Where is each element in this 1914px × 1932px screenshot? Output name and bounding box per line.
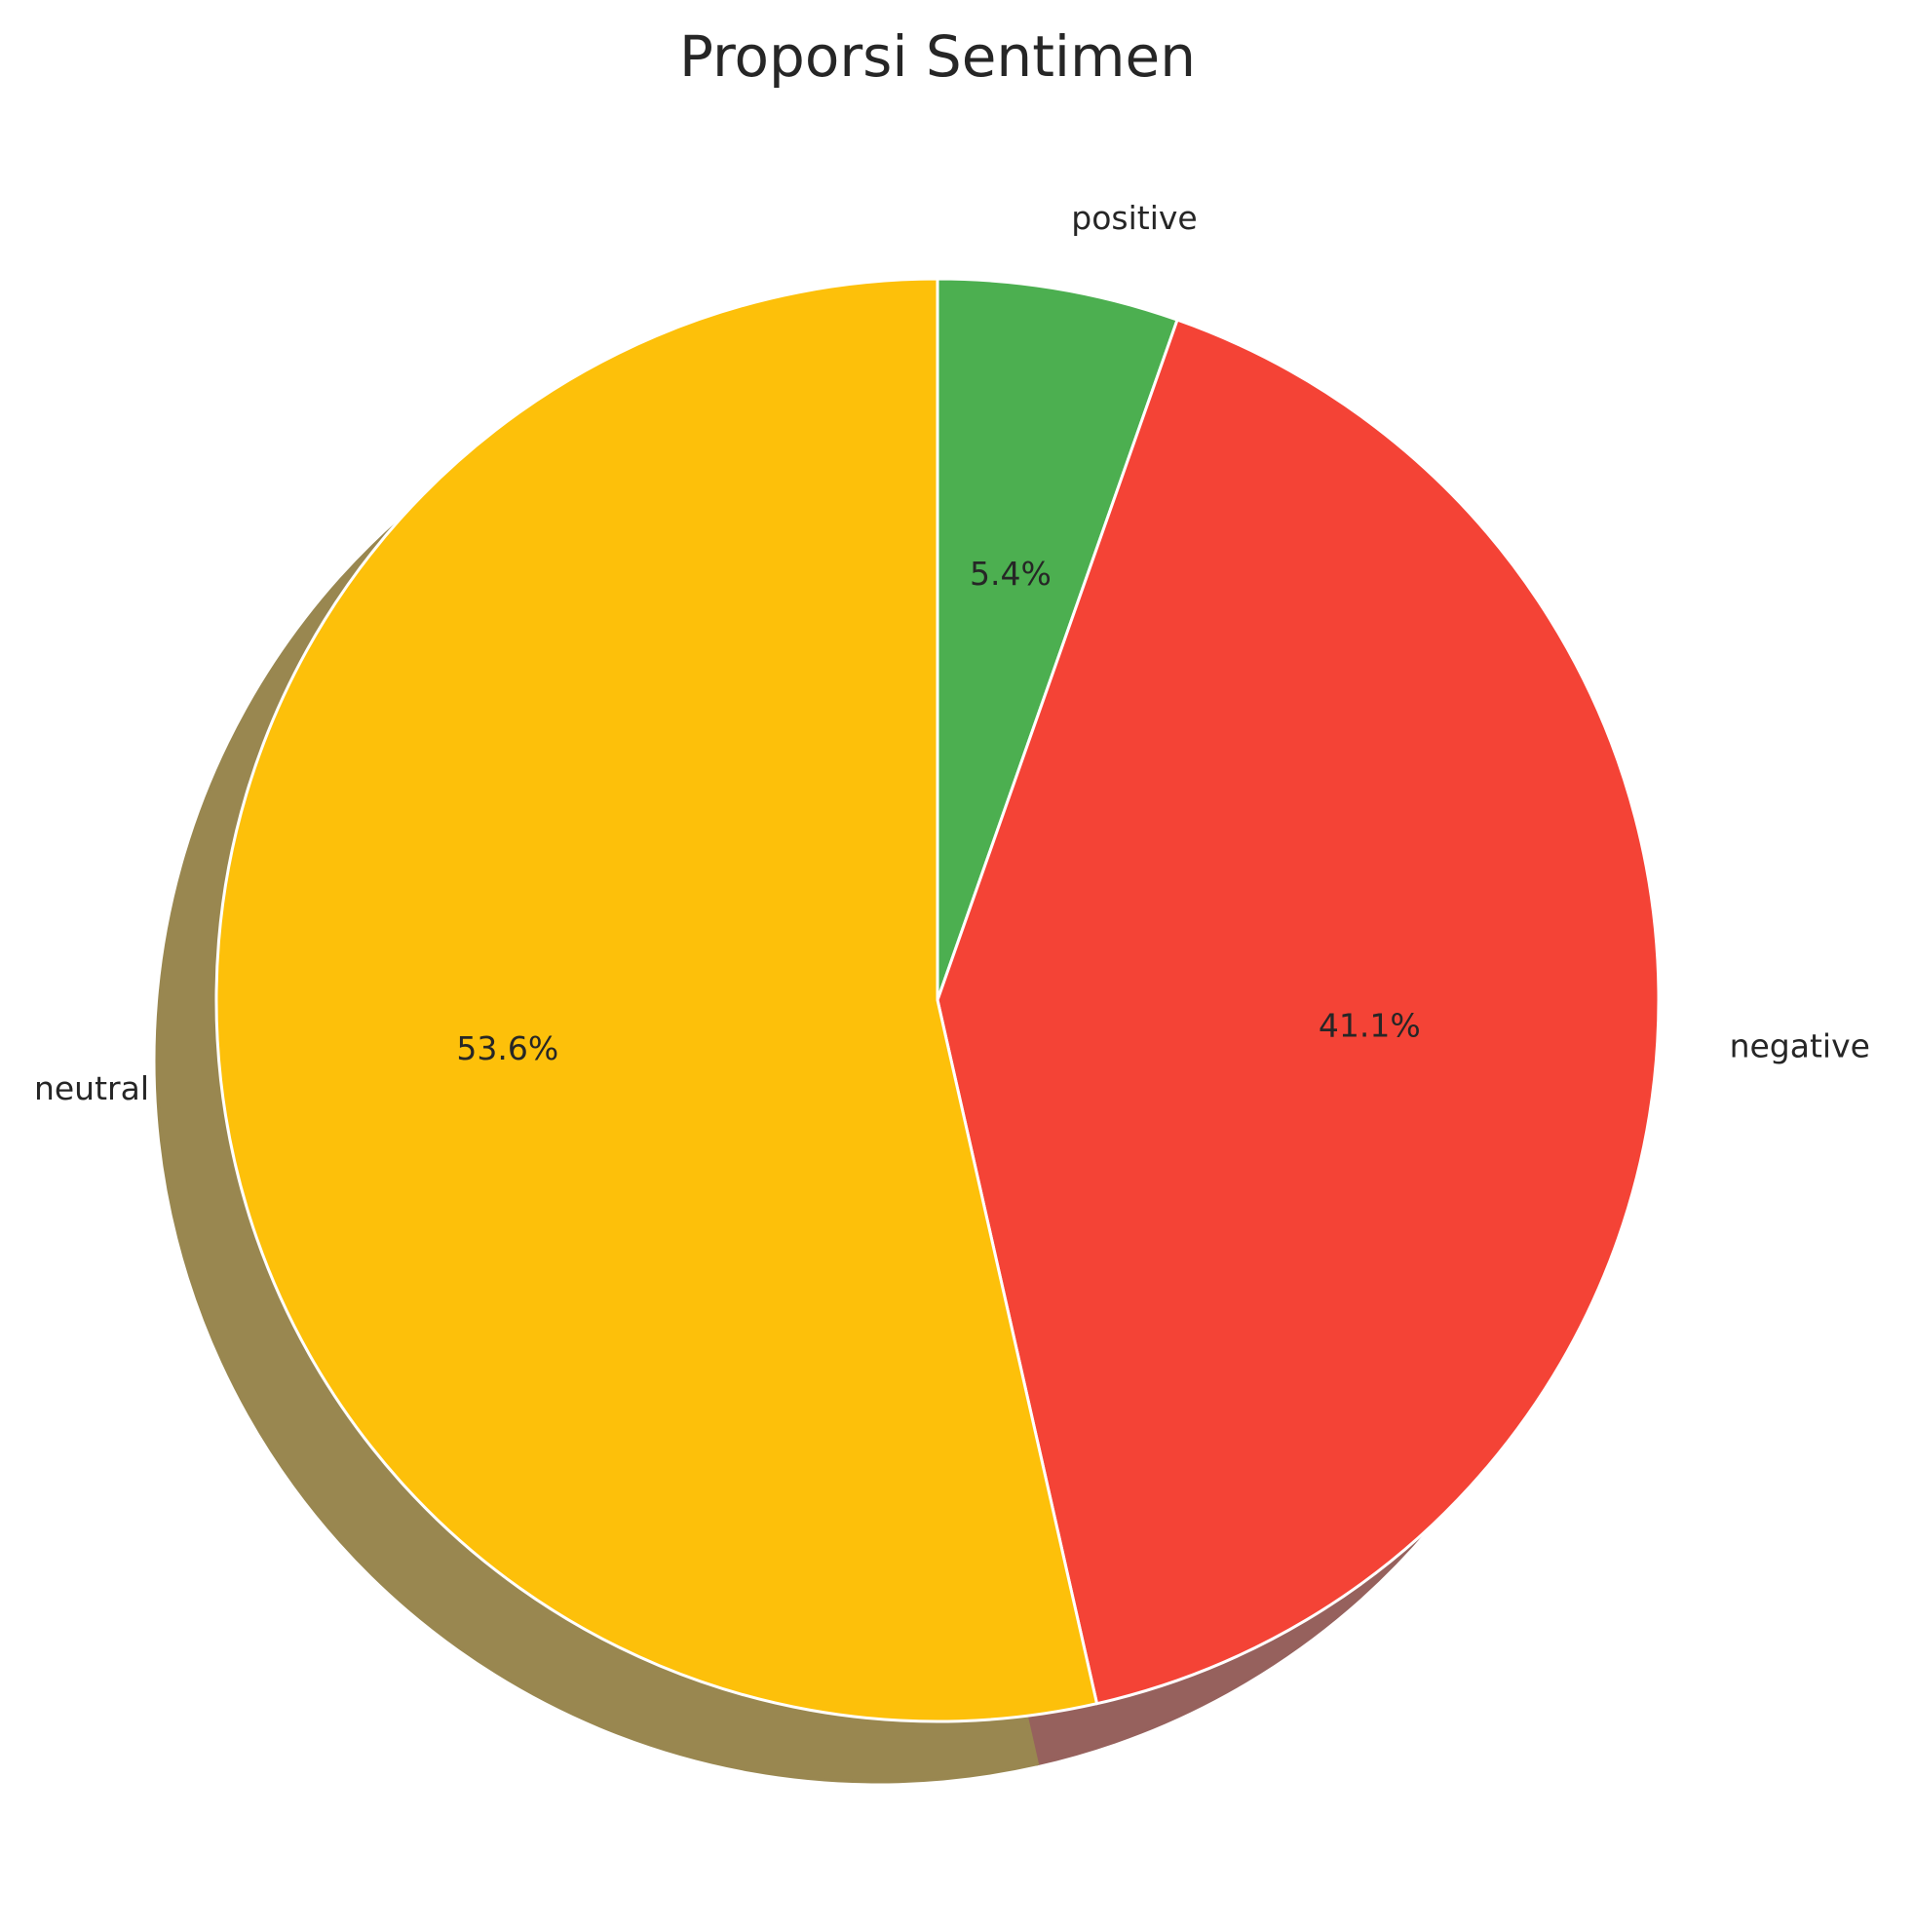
slice-label-negative: negative (1730, 1027, 1870, 1065)
pie-labels: positive 5.4% negative 41.1% neutral 53.6% (34, 199, 1870, 1107)
pie-slices (214, 277, 1661, 1723)
slice-pct-neutral: 53.6% (456, 1029, 558, 1067)
chart-title: Proporsi Sentimen (679, 23, 1196, 90)
slice-positive (936, 277, 1179, 1002)
slice-label-positive: positive (1071, 199, 1197, 237)
slice-neutral (214, 277, 1099, 1723)
slice-negative (936, 318, 1661, 1706)
slice-pct-positive: 5.4% (970, 555, 1052, 593)
slice-label-neutral: neutral (34, 1069, 149, 1107)
slice-pct-negative: 41.1% (1319, 1006, 1421, 1044)
